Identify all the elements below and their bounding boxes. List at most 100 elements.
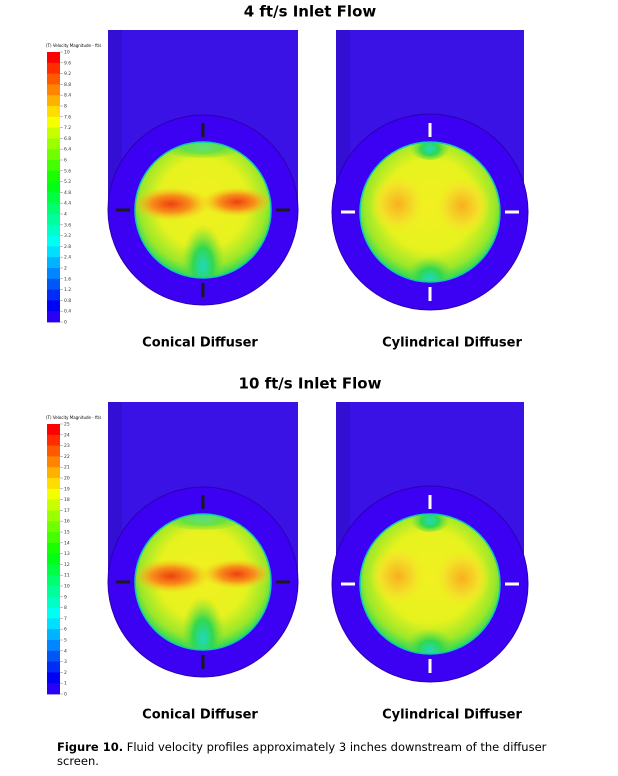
colorbar-tick-label: 11 — [64, 573, 70, 579]
colorbar-tick-label: 0 — [64, 692, 67, 698]
colorbar-tick-label: 2.8 — [64, 244, 71, 250]
colorbar-tick-label: 10 — [64, 50, 70, 56]
colorbar-segment — [47, 553, 60, 565]
caption-text: Fluid velocity profiles approximately 3 … — [57, 740, 547, 768]
colorbar-segment — [47, 181, 60, 193]
colorbar-tick-label: 17 — [64, 508, 70, 514]
colorbar-tick-label: 2.4 — [64, 255, 71, 261]
colorbar-segment — [47, 683, 60, 695]
cool-zone — [404, 252, 456, 282]
warm-zone — [370, 546, 426, 606]
colorbar-segment — [47, 214, 60, 226]
colorbar-segment — [47, 127, 60, 139]
colorbar-tick-label: 18 — [64, 497, 70, 503]
colorbar-tick-label: 14 — [64, 540, 70, 546]
figure-graphics: 4 ft/s Inlet Flow (T) Velocity Magnitude … — [46, 3, 529, 723]
colorbar-tick-label: 10 — [64, 584, 70, 590]
colorbar-segment — [47, 618, 60, 630]
colorbar-segment — [47, 575, 60, 587]
diffuser-view — [331, 30, 529, 311]
colorbar-tick-label: 21 — [64, 465, 70, 471]
diffuser-view — [107, 30, 299, 306]
colorbar-segment — [47, 564, 60, 576]
colorbar-segment — [47, 607, 60, 619]
colorbar-segment — [47, 106, 60, 118]
colorbar-tick-label: 3 — [64, 659, 67, 665]
colorbar-tick-label: 5.2 — [64, 179, 71, 185]
view-label: Cylindrical Diffuser — [382, 336, 522, 351]
colorbar-tick-label: 25 — [64, 422, 70, 428]
colorbar-tick-label: 20 — [64, 476, 70, 482]
colorbar-segment — [47, 521, 60, 533]
caption-label: Figure 10. — [57, 740, 124, 754]
colorbar-segment — [47, 424, 60, 436]
colorbar-segment — [47, 224, 60, 236]
velocity-contour — [360, 142, 500, 282]
diffuser-view — [107, 402, 299, 678]
pipe-shade — [108, 402, 122, 582]
colorbar-segment — [47, 62, 60, 74]
colorbar-segment — [47, 629, 60, 641]
colorbar-tick-label: 24 — [64, 432, 70, 438]
view-label: Cylindrical Diffuser — [382, 708, 522, 723]
hot-zone — [201, 559, 271, 589]
colorbar-segment — [47, 149, 60, 161]
colorbar-segment — [47, 532, 60, 544]
colorbar-tick-label: 22 — [64, 454, 70, 460]
colorbar-segment — [47, 203, 60, 215]
colorbar-segment — [47, 596, 60, 608]
colorbar-tick-label: 0.8 — [64, 298, 71, 304]
colorbar-segment — [47, 300, 60, 312]
velocity-contour — [360, 514, 500, 654]
colorbar-segment — [47, 650, 60, 662]
colorbar-segment — [47, 95, 60, 107]
colorbar-segment — [47, 192, 60, 204]
colorbar-tick-label: 7.2 — [64, 125, 71, 131]
colorbar-segment — [47, 52, 60, 64]
colorbar-tick-label: 3.2 — [64, 233, 71, 239]
velocity-contour — [135, 142, 271, 278]
warm-zone — [434, 176, 490, 236]
colorbar-segment — [47, 235, 60, 247]
colorbar-segment — [47, 311, 60, 323]
colorbar-segment — [47, 661, 60, 673]
hot-zone — [135, 187, 211, 221]
colorbar-segment — [47, 138, 60, 150]
colorbar-tick-label: 8.8 — [64, 82, 71, 88]
colorbar-segment — [47, 257, 60, 269]
panel-title: 10 ft/s Inlet Flow — [239, 375, 382, 393]
warm-zone — [370, 174, 426, 234]
diffuser-view — [331, 402, 529, 683]
colorbar-tick-label: 8 — [64, 605, 67, 611]
colorbar-tick-label: 8.4 — [64, 93, 71, 99]
colorbar-tick-label: 6.4 — [64, 147, 71, 153]
colorbar-tick-label: 9 — [64, 594, 67, 600]
inner-edge — [359, 141, 501, 283]
colorbar-tick-label: 16 — [64, 519, 70, 525]
colorbar-segment — [47, 289, 60, 301]
colorbar-tick-label: 6.8 — [64, 136, 71, 142]
colorbar-segment — [47, 116, 60, 128]
colorbar-segment — [47, 268, 60, 280]
cool-zone — [410, 142, 450, 160]
colorbar-tick-label: 5 — [64, 638, 67, 644]
view-label: Conical Diffuser — [142, 336, 258, 351]
colorbar-segment — [47, 478, 60, 490]
colorbar-segment — [47, 467, 60, 479]
colorbar-title: (T) Velocity Magnitude - ft/s — [46, 415, 101, 420]
colorbar-title: (T) Velocity Magnitude - ft/s — [46, 43, 101, 48]
caption: Figure 10. Fluid velocity profiles appro… — [57, 740, 577, 768]
colorbar-tick-label: 0 — [64, 320, 67, 326]
colorbar-segment — [47, 510, 60, 522]
colorbar-tick-label: 23 — [64, 443, 70, 449]
cool-zone — [181, 216, 225, 278]
velocity-contour — [135, 514, 271, 650]
panel-title: 4 ft/s Inlet Flow — [244, 3, 377, 21]
colorbar-tick-label: 9.6 — [64, 60, 71, 66]
colorbar-tick-label: 12 — [64, 562, 70, 568]
colorbar-segment — [47, 278, 60, 290]
colorbar-segment — [47, 542, 60, 554]
colorbar-segment — [47, 246, 60, 258]
colorbar-tick-label: 7 — [64, 616, 67, 622]
